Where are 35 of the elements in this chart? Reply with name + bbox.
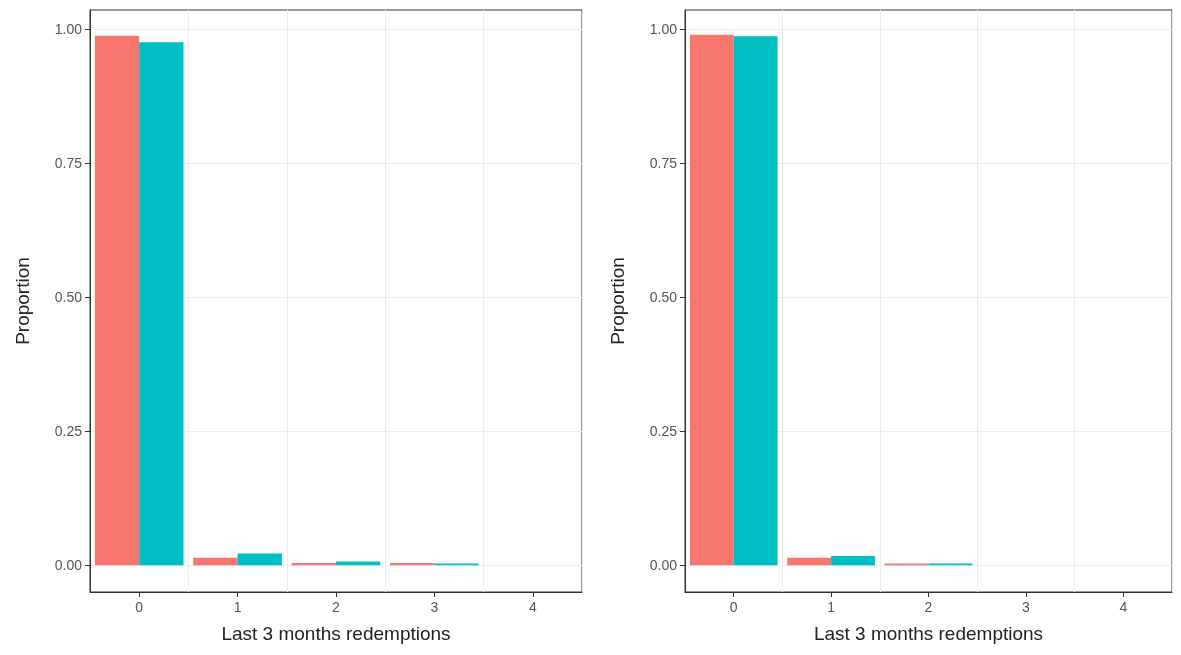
x-axis-title: Last 3 months redemptions [813, 623, 1044, 644]
x-tick-label: 2 [924, 599, 933, 615]
bar [139, 42, 184, 566]
bar [733, 36, 778, 566]
y-tick-label: 0.25 [54, 423, 83, 440]
bar [237, 553, 282, 566]
bar [94, 35, 140, 566]
y-tick-label: 1.00 [649, 20, 678, 37]
y-tick-label: 0.50 [649, 288, 678, 305]
y-tick-label: 0.75 [649, 154, 678, 171]
x-tick-label: 1 [827, 599, 836, 615]
x-tick-label: 1 [233, 599, 242, 615]
x-tick-label: 0 [729, 599, 738, 615]
y-axis-title: Proportion [607, 257, 628, 345]
x-tick-label: 3 [1022, 599, 1030, 615]
bar [390, 563, 435, 566]
x-axis-title: Last 3 months redemptions [221, 623, 451, 644]
bar [689, 34, 734, 566]
y-tick-label: 0.00 [54, 557, 83, 574]
x-tick-label: 2 [332, 599, 341, 615]
y-tick-label: 0.75 [54, 154, 83, 171]
bar [291, 563, 336, 566]
x-tick-label: 3 [430, 599, 439, 615]
x-tick-label: 0 [135, 599, 144, 615]
x-tick-label: 4 [1119, 599, 1128, 615]
bar [193, 557, 238, 566]
y-tick-label: 0.00 [649, 557, 678, 574]
bar [831, 556, 875, 566]
y-tick-label: 1.00 [54, 20, 83, 37]
x-tick-label: 4 [528, 599, 537, 615]
y-axis-title: Proportion [12, 257, 33, 345]
y-tick-label: 0.50 [54, 288, 83, 305]
bar [787, 557, 832, 566]
bar [336, 561, 381, 566]
y-tick-label: 0.25 [649, 423, 678, 440]
